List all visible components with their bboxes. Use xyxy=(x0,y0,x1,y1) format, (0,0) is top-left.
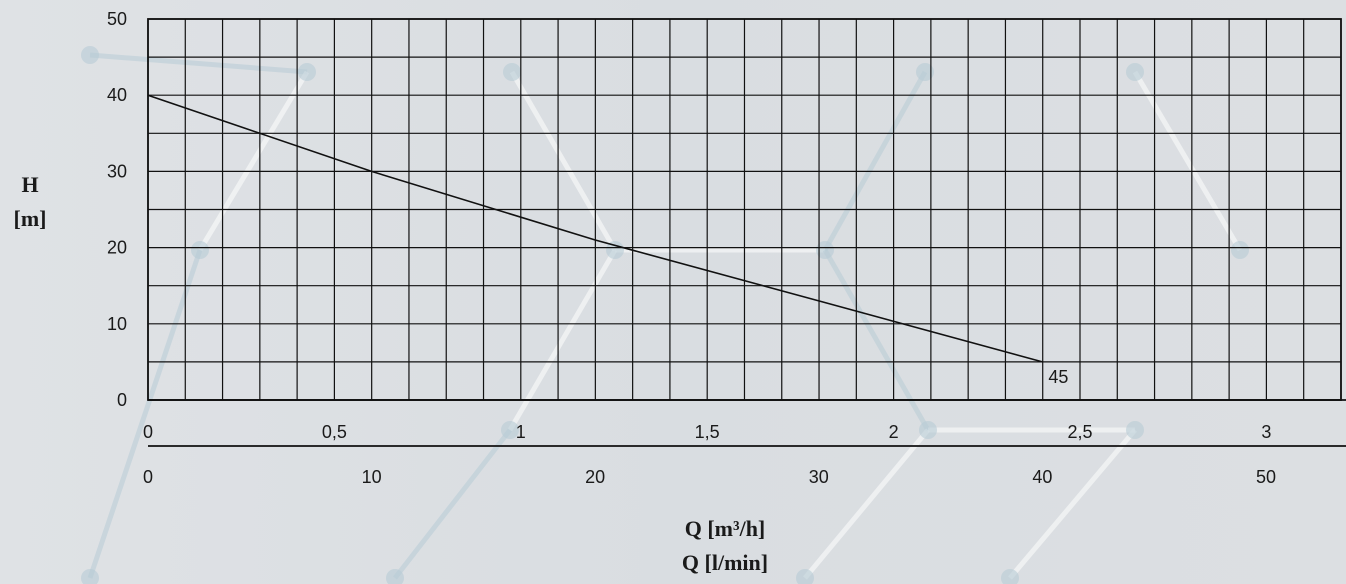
x-tick-label-m3h: 0 xyxy=(143,422,153,442)
y-tick-label: 50 xyxy=(107,9,127,29)
x-tick-label-m3h: 2,5 xyxy=(1067,422,1092,442)
decor-link xyxy=(89,52,308,75)
decor-node xyxy=(816,241,834,259)
decor-node xyxy=(1001,569,1019,584)
decor-node xyxy=(1126,63,1144,81)
x-axis-title: Q [m³/h] Q [l/min] xyxy=(600,512,850,580)
x-tick-label-m3h: 3 xyxy=(1261,422,1271,442)
pump-curve-line xyxy=(147,94,1043,363)
decor-node xyxy=(796,569,814,584)
curve-label: 45 xyxy=(1048,367,1068,387)
decor-link xyxy=(822,70,928,252)
decor-link xyxy=(393,428,512,580)
x-tick-label-lmin: 20 xyxy=(585,467,605,487)
x-tick-labels: 0 0,5 1 1,5 2 2,5 30 10 20 30 40 50 xyxy=(143,422,1276,487)
decor-node xyxy=(1231,241,1249,259)
x-tick-label-lmin: 40 xyxy=(1032,467,1052,487)
decor-link xyxy=(1132,70,1243,252)
y-axis-title-line1: H xyxy=(21,172,39,197)
x-tick-label-lmin: 0 xyxy=(143,467,153,487)
decor-link xyxy=(803,428,930,580)
x-tick-label-m3h: 0,5 xyxy=(322,422,347,442)
y-axis-title-line2: [m] xyxy=(13,206,47,231)
decor-node xyxy=(501,421,519,439)
x-tick-label-lmin: 30 xyxy=(809,467,829,487)
decor-node xyxy=(503,63,521,81)
grid xyxy=(147,18,1346,447)
decor-node xyxy=(606,241,624,259)
y-tick-label: 40 xyxy=(107,85,127,105)
x-tick-label-m3h: 2 xyxy=(889,422,899,442)
y-tick-label: 20 xyxy=(107,238,127,258)
y-tick-label: 0 xyxy=(117,390,127,410)
curve-layer: 45 xyxy=(147,94,1068,387)
decor-node xyxy=(81,569,99,584)
decor-node xyxy=(298,63,316,81)
x-tick-label-lmin: 10 xyxy=(362,467,382,487)
y-axis-title: H [m] xyxy=(4,168,56,236)
x-axis-title-line1: Q [m³/h] xyxy=(684,516,766,541)
decor-node xyxy=(919,421,937,439)
decor-node xyxy=(191,241,209,259)
decor-node xyxy=(1126,421,1144,439)
y-tick-labels: 0 10 20 30 40 50 xyxy=(107,9,127,410)
decor-node xyxy=(916,63,934,81)
decor-node xyxy=(386,569,404,584)
decor-link xyxy=(197,70,310,252)
decor-link xyxy=(1008,428,1137,580)
decor-node xyxy=(81,46,99,64)
y-tick-label: 30 xyxy=(107,161,127,181)
decor-link xyxy=(87,249,203,579)
x-axis-title-line2: Q [l/min] xyxy=(681,550,769,575)
decor-link xyxy=(509,70,618,252)
x-tick-label-lmin: 50 xyxy=(1256,467,1276,487)
y-tick-label: 10 xyxy=(107,314,127,334)
x-tick-label-m3h: 1,5 xyxy=(695,422,720,442)
x-tick-label-m3h: 1 xyxy=(516,422,526,442)
